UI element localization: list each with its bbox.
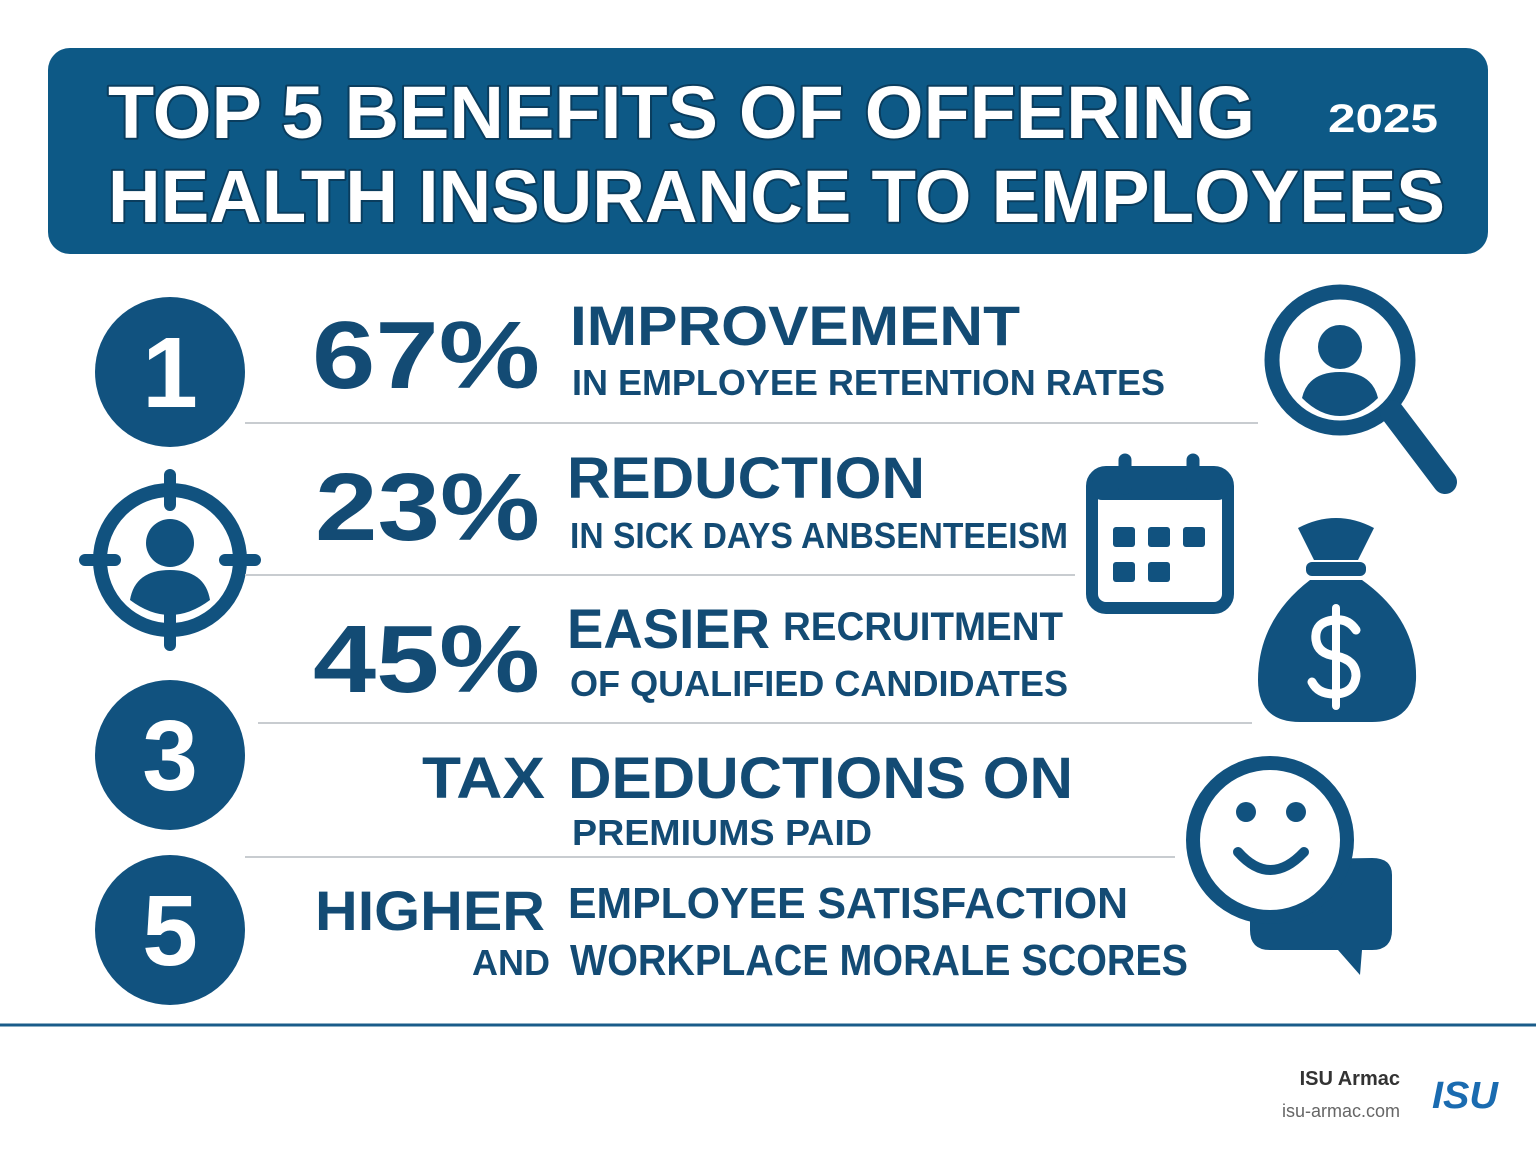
smiley-icon [1186, 756, 1392, 975]
target-icon [79, 469, 261, 651]
year: 2025 [1328, 97, 1438, 141]
benefit-headline-extra: RECRUITMENT [783, 605, 1063, 649]
benefit-stat: 67% [312, 302, 540, 409]
calendar-icon [1086, 453, 1234, 614]
benefit-detail: IN SICK DAYS ANBSENTEEISM [570, 515, 1068, 556]
benefit-headline: DEDUCTIONS ON [568, 746, 1073, 811]
company-name: ISU Armac [1300, 1068, 1400, 1090]
badge-number: 3 [142, 700, 198, 812]
benefit-stat: 45% [313, 606, 540, 713]
title-line: TOP 5 BENEFITS OF OFFERING [108, 71, 1255, 154]
badge-number: 5 [142, 875, 198, 987]
benefit-stat: TAX [422, 746, 545, 811]
website: isu-armac.com [1282, 1101, 1400, 1121]
magnifier-icon [1264, 284, 1457, 494]
badge-circle [95, 855, 245, 1005]
benefit-detail: WORKPLACE MORALE SCORES [570, 936, 1188, 985]
benefit-headline: REDUCTION [567, 446, 925, 511]
header-banner [48, 48, 1488, 254]
benefit-detail: PREMIUMS PAID [572, 812, 872, 853]
badge-circle [95, 680, 245, 830]
benefit-stat: 23% [315, 454, 540, 561]
benefit-headline: EASIER [567, 597, 770, 660]
benefit-stat-extra: AND [472, 942, 550, 983]
title-line: HEALTH INSURANCE TO EMPLOYEES [108, 155, 1445, 238]
badge-circle [95, 297, 245, 447]
logo: ISU [1432, 1075, 1500, 1117]
benefit-headline: EMPLOYEE SATISFACTION [568, 879, 1128, 928]
badge-number: 1 [142, 317, 198, 429]
benefit-detail: IN EMPLOYEE RETENTION RATES [572, 362, 1165, 403]
benefit-detail: OF QUALIFIED CANDIDATES [570, 663, 1068, 704]
benefit-stat: HIGHER [315, 879, 545, 942]
benefit-headline: IMPROVEMENT [570, 294, 1020, 357]
money-bag-icon [1258, 518, 1417, 722]
